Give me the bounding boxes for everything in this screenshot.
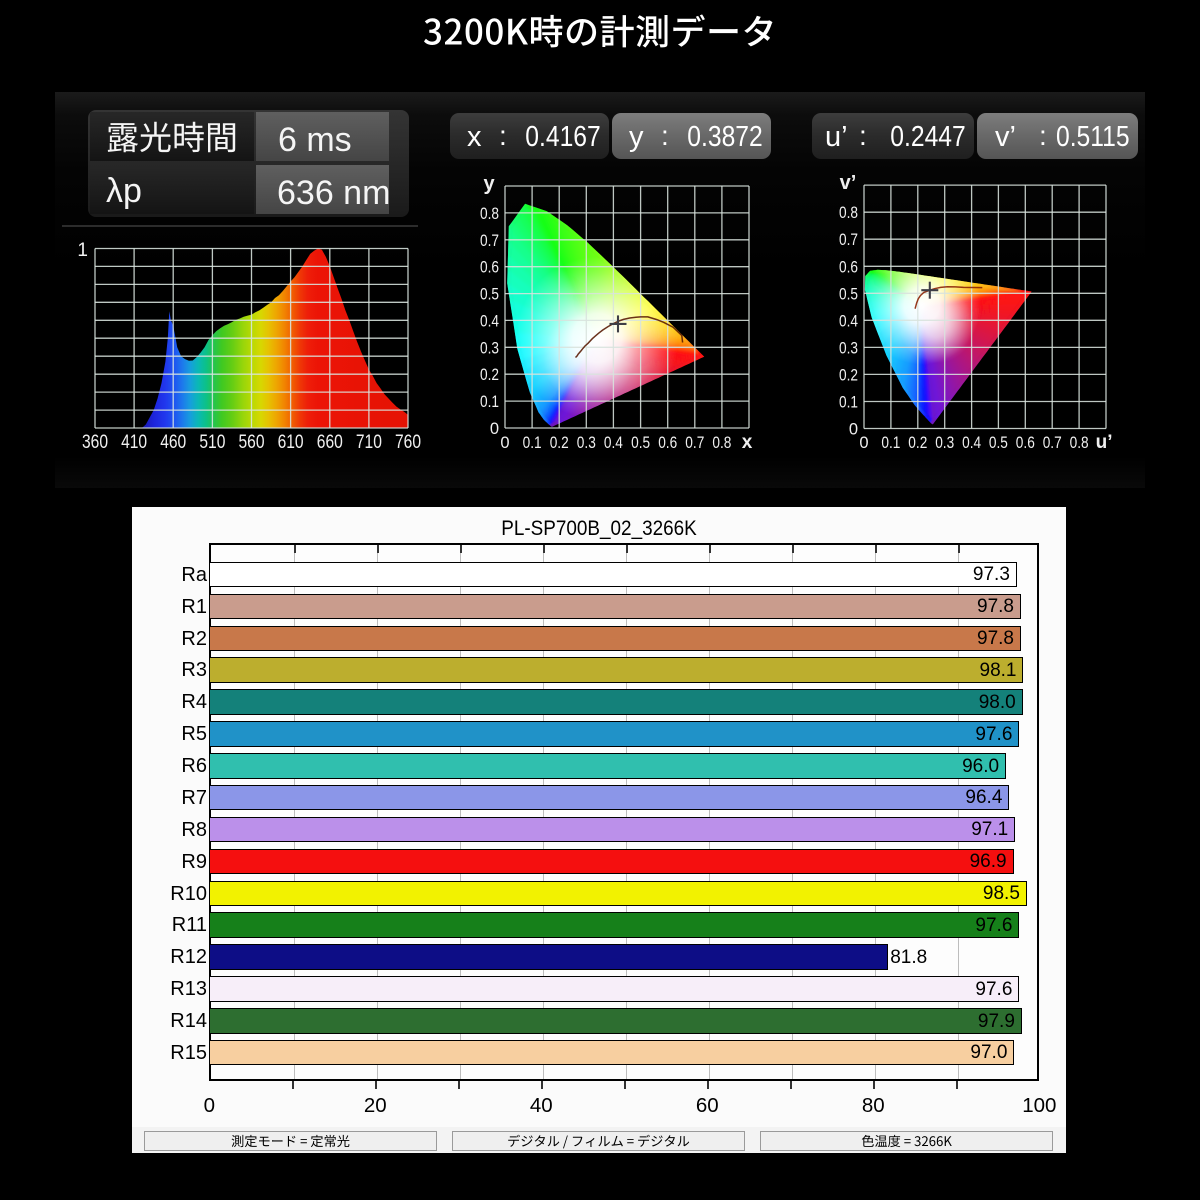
svg-text:v’: v’: [840, 172, 857, 194]
svg-text:0: 0: [490, 420, 499, 438]
svg-text:0.8: 0.8: [839, 204, 858, 222]
svg-text:0.7: 0.7: [480, 232, 499, 250]
svg-text:0.3: 0.3: [935, 434, 954, 452]
svg-text:0.2: 0.2: [839, 366, 858, 384]
svg-text:0.5: 0.5: [989, 434, 1008, 452]
svg-text:560: 560: [239, 432, 265, 453]
svg-text:0.2: 0.2: [480, 366, 499, 384]
svg-text:0.4: 0.4: [604, 434, 623, 452]
svg-text:0.1: 0.1: [523, 434, 542, 452]
svg-text:0.8: 0.8: [480, 205, 499, 223]
svg-text:0.4: 0.4: [962, 434, 981, 452]
svg-text:410: 410: [121, 432, 147, 453]
svg-text:u’: u’: [1096, 432, 1113, 453]
svg-text:0: 0: [500, 434, 509, 452]
svg-text:0.6: 0.6: [658, 434, 677, 452]
svg-text:360: 360: [82, 432, 108, 453]
svg-text:0.8: 0.8: [1070, 434, 1089, 452]
svg-text:710: 710: [356, 432, 382, 453]
svg-text:0.7: 0.7: [685, 434, 704, 452]
svg-text:0.3: 0.3: [839, 339, 858, 357]
svg-text:y: y: [483, 173, 495, 195]
svg-text:510: 510: [199, 432, 225, 453]
svg-text:0.5: 0.5: [839, 285, 858, 303]
svg-text:0.7: 0.7: [839, 231, 858, 249]
svg-text:0: 0: [849, 421, 858, 439]
svg-text:0.5: 0.5: [631, 434, 650, 452]
svg-text:0.3: 0.3: [480, 339, 499, 357]
svg-text:0.5: 0.5: [480, 286, 499, 304]
svg-text:0.3: 0.3: [577, 434, 596, 452]
svg-text:0.1: 0.1: [839, 394, 858, 412]
svg-text:0.4: 0.4: [839, 312, 858, 330]
svg-text:0: 0: [859, 434, 868, 452]
svg-text:460: 460: [160, 432, 186, 453]
svg-text:x: x: [742, 432, 753, 453]
svg-text:0.6: 0.6: [839, 258, 858, 276]
svg-text:0.1: 0.1: [881, 434, 900, 452]
svg-text:0.6: 0.6: [480, 259, 499, 277]
svg-text:760: 760: [395, 432, 421, 453]
svg-text:0.6: 0.6: [1016, 434, 1035, 452]
svg-text:0.2: 0.2: [908, 434, 927, 452]
svg-text:660: 660: [317, 432, 343, 453]
svg-text:0.4: 0.4: [480, 312, 499, 330]
svg-text:0.2: 0.2: [550, 434, 569, 452]
svg-text:0.7: 0.7: [1043, 434, 1062, 452]
svg-text:610: 610: [278, 432, 304, 453]
svg-text:1: 1: [77, 240, 88, 261]
svg-text:0.1: 0.1: [480, 393, 499, 411]
svg-text:0.8: 0.8: [712, 434, 731, 452]
